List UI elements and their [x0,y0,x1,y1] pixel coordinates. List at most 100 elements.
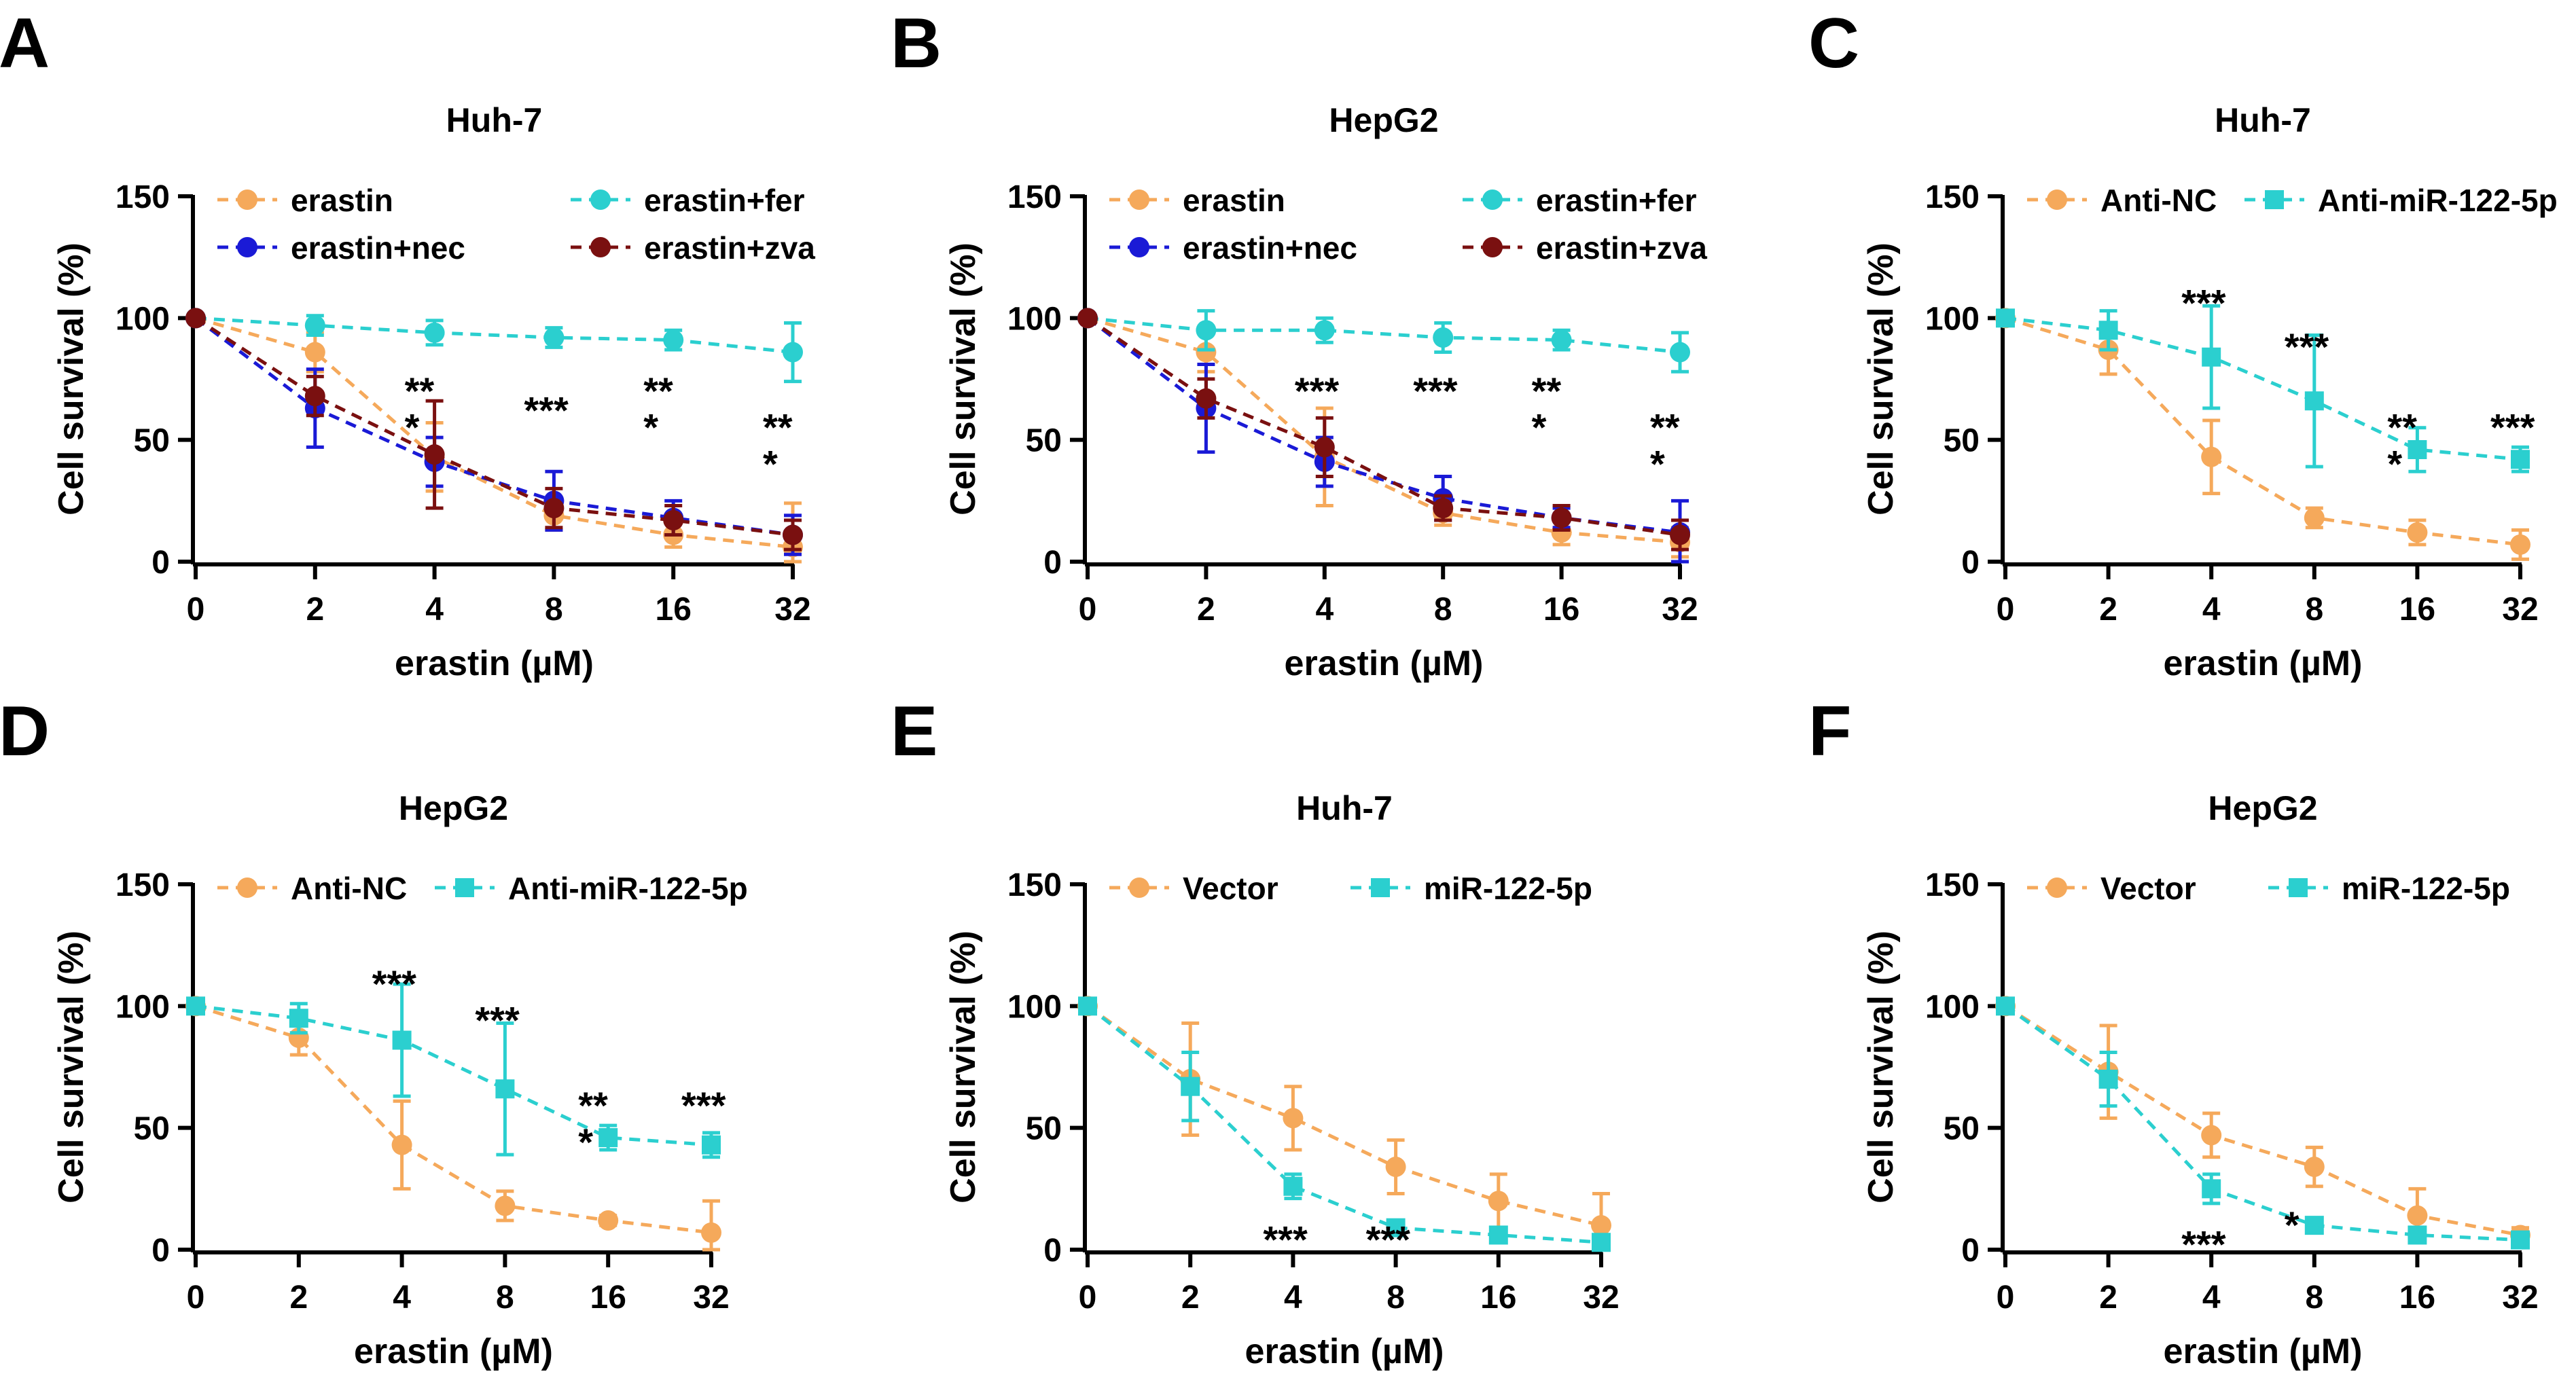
series-erastin-fer [1077,308,1690,374]
data-point [2304,507,2325,528]
legend-marker [1482,237,1503,257]
legend-marker [1129,877,1149,898]
data-point [1433,327,1454,348]
significance-mark: ** [763,406,793,449]
y-tick-label: 0 [1961,545,1980,581]
legend-label: miR-122-5p [1424,871,1592,906]
significance-mark: *** [372,962,417,1005]
x-tick-label: 2 [289,1280,308,1316]
significance-mark: *** [681,1084,726,1127]
legend-item: miR-122-5p [2268,871,2510,906]
significance-mark: * [1532,406,1547,449]
data-point [1592,1233,1611,1252]
data-point [1283,1176,1303,1196]
legend-label: erastin [291,183,393,218]
legend-marker [1129,189,1149,210]
y-tick-label: 50 [1944,423,1980,459]
x-tick-label: 4 [1315,592,1334,628]
data-point [1488,1191,1509,1212]
data-point [391,1134,412,1155]
legend-label: erastin+zva [1536,230,1707,266]
data-point [1488,1225,1508,1245]
chart-panel-a: A Huh-7 0 50 100 150 0 2 4 8 16 32 erastin (µM) Cell … [0,4,815,683]
data-point [1996,308,2015,328]
data-point [2304,1157,2325,1178]
data-point [1591,1215,1611,1236]
x-tick-label: 0 [1079,1280,1097,1316]
data-point [2407,1205,2428,1226]
legend-marker [2047,189,2067,210]
x-tick-label: 8 [1434,592,1452,628]
data-point [1385,1157,1406,1178]
x-tick-label: 32 [1662,592,1698,628]
series-line [1087,316,1681,355]
legend-marker [1129,237,1149,257]
data-point [2201,446,2222,467]
series-vector [1077,996,1611,1252]
significance-mark: *** [1366,1218,1411,1261]
series-anti-mir-122-5p [1996,304,2530,473]
significance-mark: *** [2181,1223,2226,1266]
legend-item: Anti-NC [217,871,407,906]
legend-label: Anti-miR-122-5p [508,871,748,906]
data-point [495,1195,516,1216]
data-point [1670,524,1690,545]
x-tick-label: 2 [306,592,324,628]
legend-item: erastin+fer [571,183,805,218]
data-point [2408,440,2427,460]
significance-mark: *** [2285,325,2329,368]
significance-mark: * [578,1121,593,1163]
significance-mark: *** [2490,406,2535,449]
data-point [2408,1225,2427,1245]
x-tick-label: 0 [1997,592,2015,628]
legend-label: erastin+zva [644,230,815,266]
x-tick-label: 0 [1997,1280,2015,1316]
x-tick-label: 16 [656,592,692,628]
data-point [1551,329,1572,350]
legend-marker [1371,878,1390,897]
significance-mark: ** [578,1084,608,1127]
significance-mark: *** [1413,369,1458,412]
legend-item: Anti-miR-122-5p [2244,183,2558,218]
data-point [495,1079,515,1099]
data-point [783,342,803,363]
x-tick-label: 16 [2399,592,2435,628]
legend-label: miR-122-5p [2342,871,2510,906]
significance-mark: ** [643,369,673,412]
data-point [663,329,684,350]
data-point [424,444,445,465]
significance-mark: *** [2181,282,2226,325]
legend-marker [2289,878,2308,897]
data-point [1078,996,1097,1016]
y-axis-label: Cell survival (%) [52,242,91,515]
y-tick-label: 100 [1925,301,1980,337]
significance-mark: * [405,406,420,449]
y-axis-label: Cell survival (%) [1861,930,1901,1203]
data-point [1283,1108,1304,1129]
data-point [304,342,325,363]
y-axis-label: Cell survival (%) [1861,242,1901,515]
x-tick-label: 8 [545,592,563,628]
y-tick-label: 100 [1925,989,1980,1025]
x-tick-label: 16 [1543,592,1579,628]
legend-label: erastin+fer [644,183,805,218]
x-tick-label: 32 [2502,592,2538,628]
y-axis-label: Cell survival (%) [944,242,983,515]
legend-item: miR-122-5p [1350,871,1592,906]
legend-item: Anti-NC [2027,183,2217,218]
data-point [1196,320,1217,341]
data-point [701,1222,721,1243]
series-line [195,316,793,355]
y-tick-label: 150 [1007,867,1062,903]
series-erastin-zva [185,308,803,551]
significance-mark: * [1650,442,1665,485]
data-point [2098,1069,2118,1089]
y-tick-label: 0 [1043,1233,1062,1269]
panel-label: E [891,692,937,771]
data-point [1196,342,1217,363]
data-point [2098,321,2118,340]
series-line [194,316,793,537]
data-point [598,1210,619,1231]
legend-item: erastin+zva [571,230,815,266]
y-tick-label: 50 [1944,1111,1980,1147]
